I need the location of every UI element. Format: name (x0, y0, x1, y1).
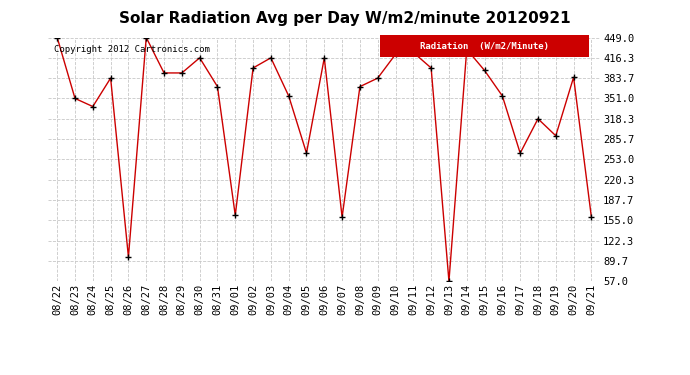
Text: Radiation  (W/m2/Minute): Radiation (W/m2/Minute) (420, 42, 549, 51)
Text: Copyright 2012 Cartronics.com: Copyright 2012 Cartronics.com (54, 45, 210, 54)
Text: Solar Radiation Avg per Day W/m2/minute 20120921: Solar Radiation Avg per Day W/m2/minute … (119, 11, 571, 26)
